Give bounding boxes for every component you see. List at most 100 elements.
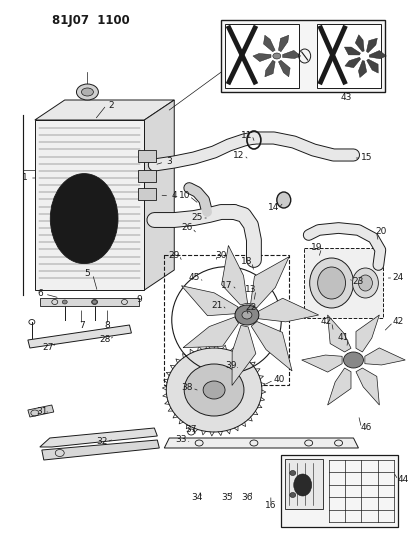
Text: 40: 40 [272, 376, 284, 384]
Text: 28: 28 [99, 335, 110, 344]
Text: 25: 25 [191, 214, 202, 222]
Bar [284, 459, 322, 509]
Text: 41: 41 [337, 334, 348, 343]
Text: 11: 11 [240, 131, 252, 140]
Polygon shape [35, 100, 174, 120]
Polygon shape [327, 368, 350, 405]
Text: 17: 17 [221, 280, 232, 289]
Polygon shape [164, 438, 357, 448]
Polygon shape [42, 440, 159, 460]
Polygon shape [364, 348, 404, 365]
Polygon shape [344, 57, 360, 68]
Polygon shape [264, 60, 274, 77]
Text: 24: 24 [392, 273, 403, 282]
Polygon shape [252, 53, 270, 62]
Text: 14: 14 [267, 204, 279, 213]
Bar [35, 120, 144, 290]
Text: 36: 36 [240, 494, 252, 503]
Text: 3: 3 [166, 157, 172, 166]
Text: 22: 22 [245, 303, 256, 312]
Polygon shape [369, 51, 385, 59]
Ellipse shape [50, 174, 118, 264]
Polygon shape [301, 355, 341, 372]
Text: 13: 13 [245, 286, 256, 295]
Bar [164, 255, 288, 385]
Text: 2: 2 [108, 101, 114, 109]
Bar [316, 24, 380, 88]
Polygon shape [282, 51, 300, 59]
Ellipse shape [76, 84, 98, 100]
Text: 20: 20 [375, 228, 386, 237]
Polygon shape [355, 315, 378, 352]
Text: 43: 43 [340, 93, 351, 101]
Polygon shape [251, 321, 291, 371]
Text: 39: 39 [225, 360, 236, 369]
Text: 5: 5 [85, 270, 90, 279]
Ellipse shape [62, 300, 67, 304]
Text: 37: 37 [185, 425, 196, 434]
Polygon shape [28, 405, 54, 417]
Ellipse shape [92, 300, 97, 304]
Text: 44: 44 [397, 475, 408, 484]
Text: 26: 26 [181, 223, 192, 232]
Ellipse shape [289, 492, 295, 497]
Bar [220, 20, 384, 92]
Ellipse shape [343, 352, 362, 368]
Ellipse shape [202, 381, 225, 399]
Polygon shape [258, 298, 318, 322]
Text: 7: 7 [79, 320, 84, 329]
Ellipse shape [289, 471, 295, 475]
Text: 33: 33 [175, 435, 187, 445]
Polygon shape [357, 61, 366, 77]
Text: 18: 18 [240, 257, 252, 266]
Polygon shape [366, 59, 377, 73]
Text: 42: 42 [320, 318, 331, 327]
Polygon shape [263, 35, 274, 52]
Text: 30: 30 [215, 251, 226, 260]
Text: 8: 8 [104, 320, 110, 329]
Text: 38: 38 [181, 384, 193, 392]
Text: 32: 32 [96, 438, 107, 447]
Text: 6: 6 [37, 289, 43, 298]
Text: 45: 45 [188, 273, 199, 282]
Text: 81J07  1100: 81J07 1100 [52, 14, 129, 27]
Polygon shape [40, 428, 157, 447]
Polygon shape [355, 35, 363, 52]
Text: 42: 42 [392, 318, 403, 327]
Text: 9: 9 [136, 295, 142, 304]
Polygon shape [278, 35, 288, 52]
Ellipse shape [184, 364, 243, 416]
Ellipse shape [241, 311, 251, 319]
Polygon shape [28, 325, 131, 348]
Ellipse shape [352, 268, 378, 298]
Text: 35: 35 [221, 494, 232, 503]
Bar [225, 24, 298, 88]
Polygon shape [182, 317, 238, 348]
Bar [280, 455, 397, 527]
Ellipse shape [276, 192, 290, 208]
Polygon shape [231, 325, 255, 385]
Polygon shape [278, 60, 290, 77]
Bar [303, 248, 382, 318]
Text: 16: 16 [265, 500, 276, 510]
Text: 31: 31 [36, 408, 47, 416]
Text: 10: 10 [178, 191, 189, 200]
Text: 1: 1 [22, 174, 28, 182]
Polygon shape [355, 368, 378, 405]
Ellipse shape [293, 474, 311, 496]
Ellipse shape [81, 88, 93, 96]
Ellipse shape [357, 275, 371, 291]
Ellipse shape [317, 267, 345, 299]
Text: 4: 4 [171, 191, 177, 200]
Text: 23: 23 [352, 278, 363, 287]
Text: 29: 29 [168, 251, 180, 260]
Text: 46: 46 [360, 424, 371, 432]
Ellipse shape [166, 348, 261, 432]
Text: 21: 21 [211, 301, 222, 310]
Polygon shape [181, 286, 238, 316]
Polygon shape [144, 100, 174, 290]
Ellipse shape [234, 305, 258, 325]
Polygon shape [250, 257, 288, 308]
Polygon shape [327, 315, 350, 352]
Polygon shape [366, 38, 376, 53]
